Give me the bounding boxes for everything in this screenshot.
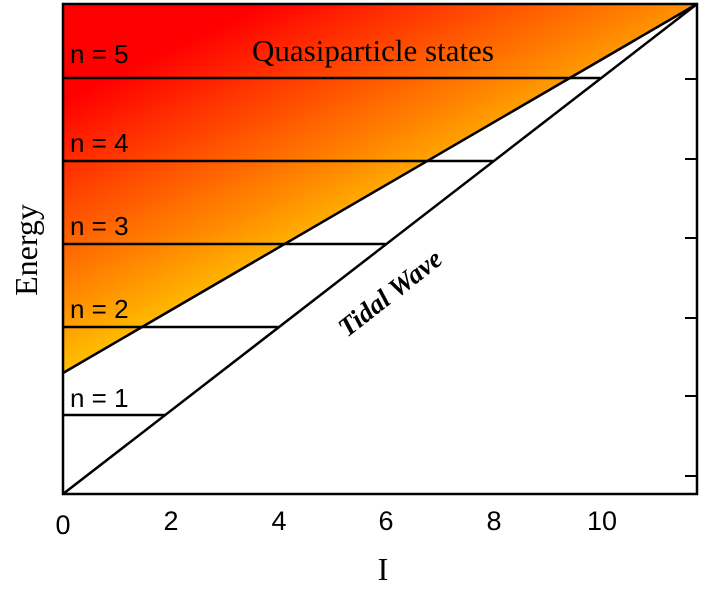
quasiparticle-boundary-line [62, 2, 698, 375]
plot-frame [61, 2, 699, 496]
tidal-wave-label: Tidal Wave [332, 243, 448, 343]
level-label-2: n = 2 [70, 294, 129, 324]
x-tick-label: 10 [587, 506, 617, 536]
right-ticks [685, 78, 697, 477]
x-tick-label: 8 [486, 506, 501, 536]
level-label-3: n = 3 [70, 211, 129, 241]
x-axis-title: I [378, 551, 389, 587]
x-tick-label: 2 [163, 506, 178, 536]
tidal-wave-line [62, 3, 698, 495]
quasiparticle-states-label: Quasiparticle states [252, 33, 494, 68]
level-label-5: n = 5 [70, 39, 129, 69]
y-axis-title: Energy [8, 204, 44, 296]
x-tick-label: 6 [378, 506, 393, 536]
level-label-1: n = 1 [70, 383, 129, 413]
level-lines [63, 76, 601, 417]
x-tick-label: 0 [55, 510, 70, 540]
x-tick-label: 4 [271, 506, 286, 536]
level-label-4: n = 4 [70, 128, 129, 158]
